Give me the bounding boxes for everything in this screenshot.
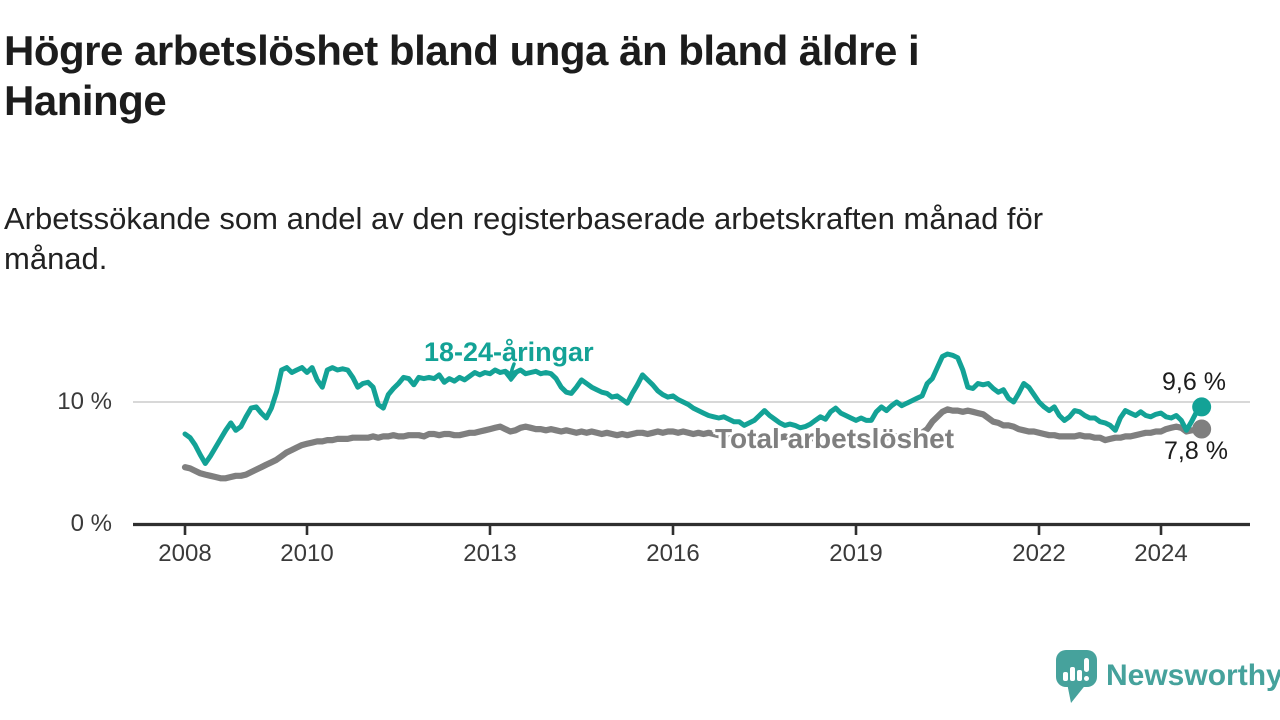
x-tick-label-2019: 2019 [829, 540, 883, 567]
newsworthy-logo: Newsworthy [1054, 649, 1280, 705]
series-label-total: Total arbetslöshet [715, 423, 955, 454]
page-subtitle: Arbetssökande som andel av den registerb… [4, 201, 1044, 276]
y-axis-label-10: 10 % [57, 388, 112, 415]
x-tick-label-2013: 2013 [463, 540, 517, 567]
series-label-youth: 18-24-åringar [424, 337, 594, 367]
series-line-youth [182, 351, 1205, 466]
newsworthy-bubble-chart-icon [1056, 650, 1097, 703]
x-tick-label-2024: 2024 [1134, 540, 1188, 567]
x-tick-label-2016: 2016 [646, 540, 700, 567]
y-axis-label-0: 0 % [70, 510, 112, 537]
end-dot-youth [1192, 397, 1212, 417]
series-line-total [181, 406, 1205, 482]
end-value-label-youth: 9,6 % [1162, 368, 1226, 396]
newsworthy-wordmark: Newsworthy [1106, 659, 1280, 692]
page-title: Högre arbetslöshet bland unga än bland ä… [4, 27, 920, 124]
x-tick-label-2010: 2010 [280, 540, 334, 567]
end-dot-total [1192, 419, 1212, 439]
x-tick-label-2008: 2008 [158, 540, 212, 567]
x-tick-label-2022: 2022 [1012, 540, 1066, 567]
end-value-label-total: 7,8 % [1164, 437, 1228, 465]
down-arrow-icon [502, 362, 521, 382]
